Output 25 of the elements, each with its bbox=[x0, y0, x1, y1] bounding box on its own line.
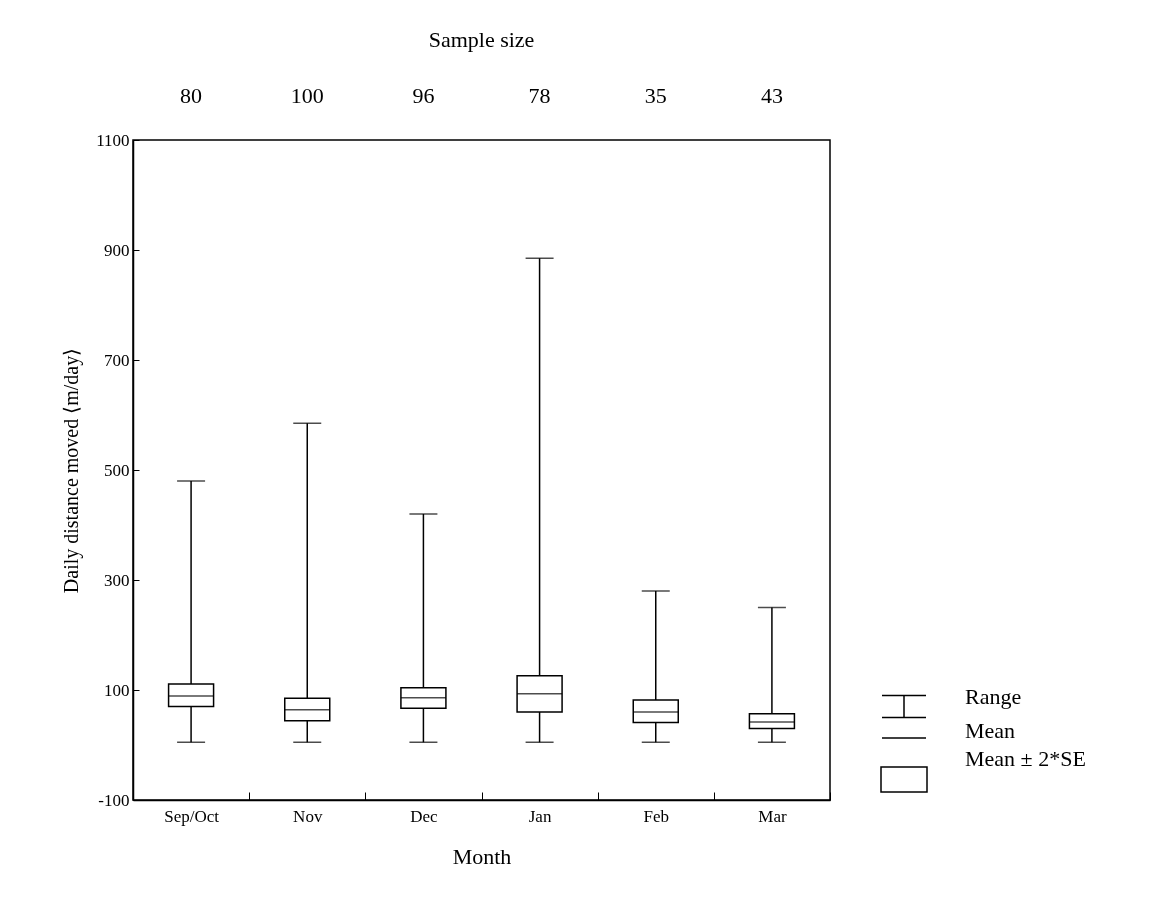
text: Range bbox=[965, 684, 1022, 710]
y-tick-label: -100 bbox=[98, 790, 130, 810]
y-tick-label: 100 bbox=[104, 680, 130, 700]
x-tick-label: Dec bbox=[410, 806, 439, 826]
text: 80 bbox=[180, 83, 203, 108]
x-tick-label: Nov bbox=[293, 806, 323, 826]
y-tick-label: 300 bbox=[104, 570, 130, 590]
text: Sample size bbox=[428, 27, 535, 52]
x-tick-label: Mar bbox=[758, 806, 787, 826]
x-axis-title: Month bbox=[452, 843, 512, 869]
y-tick-label: 500 bbox=[104, 460, 130, 480]
x-tick-label: Feb bbox=[643, 806, 669, 826]
y-axis-title: Daily distance moved ⟨m/day⟩ bbox=[60, 347, 84, 594]
text: 78 bbox=[528, 83, 551, 108]
text: Mean ± 2*SE bbox=[965, 746, 1086, 772]
text: Mean bbox=[965, 718, 1016, 744]
text: 96 bbox=[412, 83, 435, 108]
x-tick-label: Sep/Oct bbox=[164, 806, 220, 826]
text: 100 bbox=[290, 83, 324, 108]
y-tick-label: 1100 bbox=[96, 130, 130, 150]
text: 43 bbox=[760, 83, 783, 108]
y-tick-label: 900 bbox=[104, 240, 130, 260]
x-tick-label: Jan bbox=[528, 806, 552, 826]
y-tick-label: 700 bbox=[104, 350, 130, 370]
text: 35 bbox=[644, 83, 667, 108]
